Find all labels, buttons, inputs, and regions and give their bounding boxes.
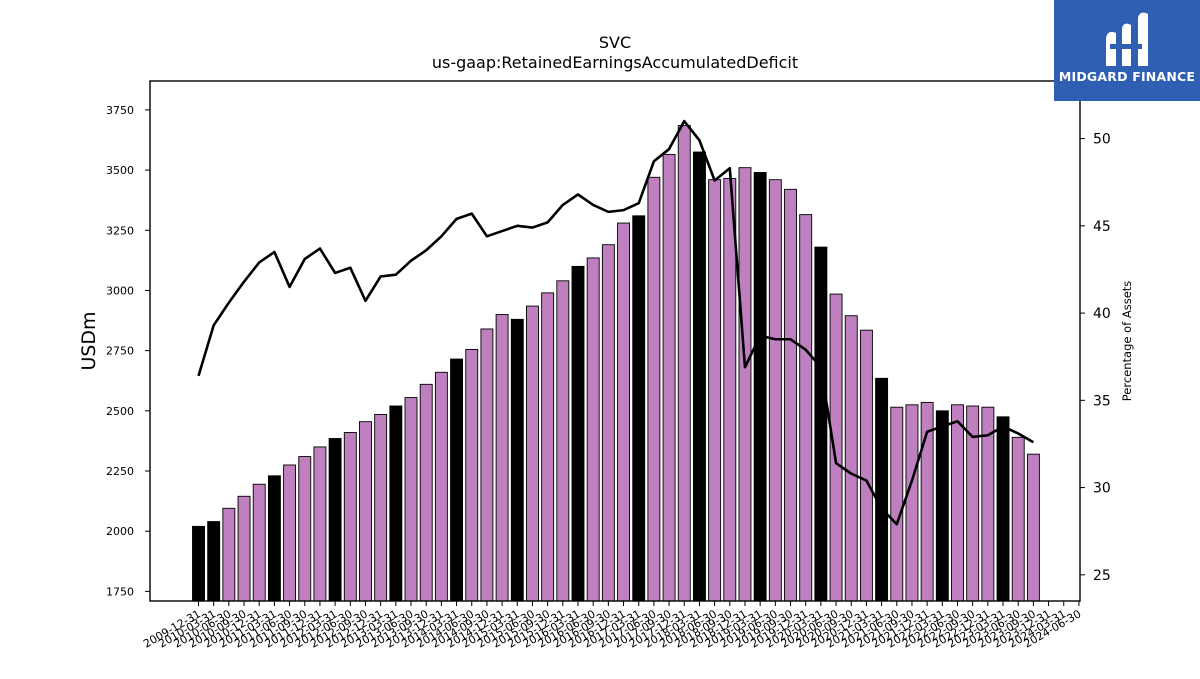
bar	[267, 475, 281, 602]
bar	[617, 222, 630, 602]
y-tick-label: 3500	[106, 164, 134, 177]
bar	[556, 280, 570, 602]
bar	[951, 404, 964, 602]
bar	[662, 153, 676, 602]
bar	[571, 265, 585, 602]
bar	[753, 172, 767, 602]
x-axis-ticks: 2009-12-312010-03-312010-06-302010-09-30…	[141, 601, 1083, 651]
bar	[647, 176, 661, 602]
bar	[738, 167, 752, 602]
bar	[844, 315, 858, 602]
y-tick-label: 2250	[106, 465, 134, 478]
bar	[434, 371, 448, 602]
bar	[875, 377, 889, 602]
y-tick-label: 2500	[106, 405, 134, 418]
bar	[192, 525, 205, 602]
bar	[692, 151, 706, 602]
bar	[313, 446, 327, 602]
logo-mark-icon	[1106, 12, 1148, 67]
bar	[404, 397, 418, 602]
bar	[859, 329, 873, 602]
bar	[222, 507, 236, 602]
bar	[465, 348, 479, 602]
midgard-finance-logo: MIDGARD FINANCE	[1054, 0, 1200, 101]
bar	[814, 246, 828, 602]
bar	[708, 179, 722, 602]
bar	[905, 404, 919, 602]
bar	[799, 214, 813, 602]
bar	[935, 410, 949, 602]
y2-tick-label: 35	[1093, 393, 1111, 409]
bar	[996, 416, 1010, 602]
y2-tick-label: 50	[1093, 132, 1111, 148]
y-tick-label: 2750	[106, 345, 134, 358]
bar	[328, 438, 342, 602]
bar	[252, 483, 266, 602]
bar	[207, 521, 221, 602]
y-tick-label: 1750	[106, 585, 134, 598]
percentage-line	[197, 119, 1035, 526]
bar	[677, 125, 691, 602]
y2-axis-label: Percentage of Assets	[1120, 281, 1134, 402]
y-tick-label: 3750	[106, 104, 134, 117]
y2-tick-label: 45	[1093, 219, 1111, 235]
logo-text: MIDGARD FINANCE	[1058, 69, 1196, 84]
bar	[601, 244, 615, 602]
line-group	[197, 119, 1035, 526]
y2-tick-label: 30	[1093, 481, 1111, 497]
y-tick-label: 3250	[106, 224, 134, 237]
left-axis-ticks: 1750 2000 2250 2500 2750 3000 3250 3500 3750	[106, 104, 150, 598]
bar	[632, 215, 646, 602]
bar	[1026, 453, 1040, 602]
bar	[1011, 436, 1025, 602]
bar	[723, 178, 737, 602]
bar	[526, 305, 539, 602]
bar	[450, 358, 464, 602]
bar	[298, 456, 312, 602]
y2-tick-label: 40	[1093, 306, 1111, 322]
y-axis-label: USDm	[78, 311, 100, 370]
bar	[829, 293, 843, 602]
bar	[768, 179, 782, 602]
bar	[374, 413, 388, 602]
y2-tick-label: 25	[1093, 568, 1111, 584]
bar	[890, 406, 904, 602]
bar	[389, 405, 403, 602]
bar	[480, 328, 494, 602]
bar	[541, 292, 555, 602]
chart-title: SVC	[599, 33, 631, 52]
bar-group	[192, 125, 1040, 602]
bar	[586, 257, 600, 602]
plot-frame	[149, 80, 1081, 602]
bar	[283, 464, 297, 602]
chart-subtitle: us-gaap:RetainedEarningsAccumulatedDefic…	[432, 53, 798, 72]
bar	[419, 383, 433, 602]
bar	[359, 421, 372, 602]
y-tick-label: 2000	[106, 525, 134, 538]
bar	[495, 314, 509, 602]
bar	[237, 495, 251, 602]
right-axis-ticks: 25 30 35 40 45 50	[1080, 132, 1111, 584]
bar	[784, 188, 797, 602]
bar	[343, 432, 357, 602]
bar	[510, 318, 524, 602]
y-tick-label: 3000	[106, 284, 134, 297]
